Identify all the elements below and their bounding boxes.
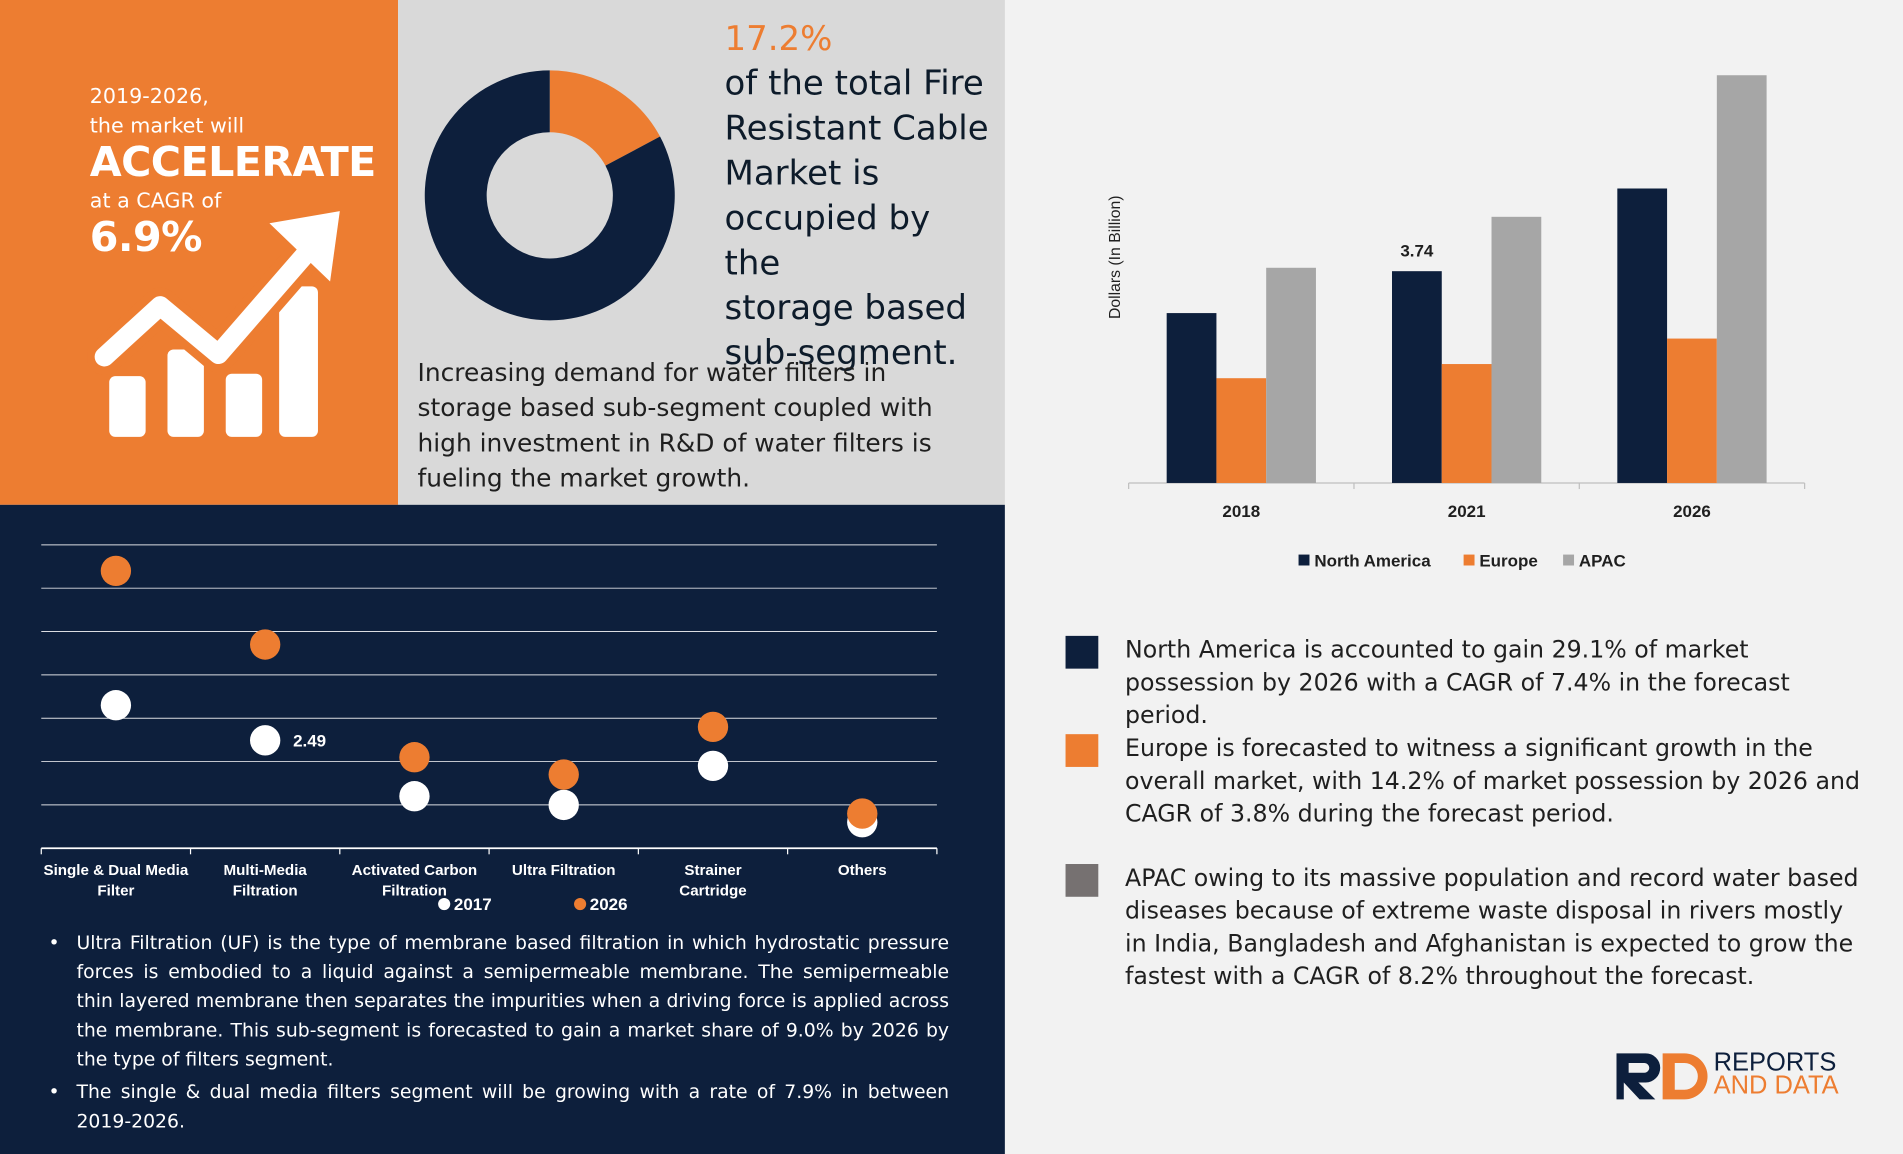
bullet-icon: • xyxy=(48,1081,60,1104)
bar-north-america xyxy=(1391,271,1442,483)
donut-panel: 17.2% of the total Fire Resistant Cable … xyxy=(398,0,1005,505)
reports-and-data-logo-icon xyxy=(1616,1053,1708,1100)
legend-label: 2026 xyxy=(590,895,628,914)
x-tick-label: Single & Dual Media xyxy=(43,862,188,879)
x-tick-label: Filtration xyxy=(382,883,447,900)
data-point-2017 xyxy=(250,725,281,756)
logo-line2: AND DATA xyxy=(1713,1071,1839,1100)
donut-description-line: Market is xyxy=(724,152,880,193)
donut-description-line: Resistant Cable xyxy=(724,108,989,149)
bar-europe xyxy=(1441,364,1492,483)
data-point-2017 xyxy=(100,690,132,721)
growth-chart-arrow-icon xyxy=(87,211,340,437)
data-label: 2.49 xyxy=(293,731,326,750)
legend-marker xyxy=(574,897,587,911)
data-point-2026 xyxy=(697,711,729,743)
legend-label: North America xyxy=(1314,552,1431,571)
x-tick-label: Others xyxy=(838,862,887,879)
x-tick-label: Activated Carbon xyxy=(352,862,477,879)
data-point-2026 xyxy=(100,555,132,587)
x-tick-label: Filter xyxy=(97,883,134,900)
x-tick-label: 2021 xyxy=(1448,502,1486,521)
headline-market-will: the market will xyxy=(89,114,245,139)
data-point-2017 xyxy=(399,781,430,812)
legend-marker xyxy=(1463,554,1475,566)
dot-chart-panel: Single & Dual Media Filter Multi-Media Filt… xyxy=(0,504,1005,1154)
x-tick-label: Ultra Filtration xyxy=(512,862,616,879)
logo-text: REPORTS AND DATA xyxy=(1713,1048,1839,1100)
logo-line1: REPORTS xyxy=(1713,1048,1837,1077)
donut-commentary: Increasing demand for water filters in s… xyxy=(417,357,933,493)
data-point-2017 xyxy=(548,789,579,821)
donut-description-line: storage based xyxy=(724,287,967,328)
y-axis-label: Dollars (In Billion) xyxy=(1107,195,1124,319)
donut-description: of the total Fire Resistant Cable Market… xyxy=(725,61,992,375)
bullet-text: The single & dual media filters segment … xyxy=(76,1081,950,1133)
bar-europe xyxy=(1667,338,1717,483)
x-tick-label: 2018 xyxy=(1222,502,1260,521)
bullet-item: • The single & dual media filters segment… xyxy=(44,1078,949,1136)
bar-chart: 2018 2021 2026 3.74 Dollars (In Billion) Nort… xyxy=(1107,75,1806,571)
legend-marker xyxy=(1563,554,1575,566)
bar-apac xyxy=(1491,216,1542,483)
headline-panel: 2019-2026, the market will ACCELERATE at… xyxy=(0,0,399,505)
x-tick-label: Multi-Media xyxy=(223,862,307,879)
data-point-2026 xyxy=(399,742,430,773)
headline-accelerate: ACCELERATE xyxy=(89,138,377,187)
data-label: 3.74 xyxy=(1400,242,1434,261)
donut-description-line: occupied by the xyxy=(724,197,931,283)
dot-chart: Single & Dual Media Filter Multi-Media Filt… xyxy=(40,544,938,914)
donut-slice xyxy=(549,70,661,166)
data-point-2017 xyxy=(697,750,729,782)
x-tick-label: Cartridge xyxy=(679,883,746,900)
data-point-2026 xyxy=(250,629,281,660)
note-text: APAC owing to its massive population and… xyxy=(1125,864,1859,991)
donut-description-line: of the total Fire xyxy=(724,63,984,104)
bullet-icon: • xyxy=(48,931,60,954)
x-tick-label: Strainer xyxy=(684,862,741,879)
bullet-text: Ultra Filtration (UF) is the type of mem… xyxy=(76,931,950,1071)
legend-marker xyxy=(1298,554,1310,566)
legend-marker xyxy=(438,897,451,911)
bar-europe xyxy=(1216,378,1267,483)
donut-chart xyxy=(424,70,675,321)
donut-share-value: 17.2% xyxy=(724,18,833,59)
note-color-square xyxy=(1065,635,1099,669)
bar-apac xyxy=(1266,267,1316,483)
bullet-item: • Ultra Filtration (UF) is the type of me… xyxy=(44,928,949,1074)
bar-apac xyxy=(1716,75,1767,483)
bar-north-america xyxy=(1617,188,1668,483)
headline-cagr-value: 6.9% xyxy=(89,213,203,263)
bar-north-america xyxy=(1166,313,1217,483)
donut-description-line: sub-segment. xyxy=(724,332,958,373)
data-point-2026 xyxy=(847,798,878,829)
legend-label: APAC xyxy=(1579,552,1626,571)
note-text: Europe is forecasted to witness a signif… xyxy=(1125,734,1861,828)
headline-cagr-of: at a CAGR of xyxy=(89,189,222,214)
legend-label: 2017 xyxy=(454,895,492,914)
note-color-square xyxy=(1065,864,1099,897)
bullet-list: • Ultra Filtration (UF) is the type of me… xyxy=(44,928,949,1139)
legend-label: Europe xyxy=(1479,552,1537,571)
x-tick-label: 2026 xyxy=(1673,502,1711,521)
donut-slice xyxy=(424,70,675,321)
note-text: North America is accounted to gain 29.1%… xyxy=(1125,635,1790,730)
headline-years: 2019-2026, xyxy=(89,84,209,110)
note-color-square xyxy=(1065,734,1099,767)
x-tick-label: Filtration xyxy=(233,883,298,900)
data-point-2026 xyxy=(548,759,579,790)
